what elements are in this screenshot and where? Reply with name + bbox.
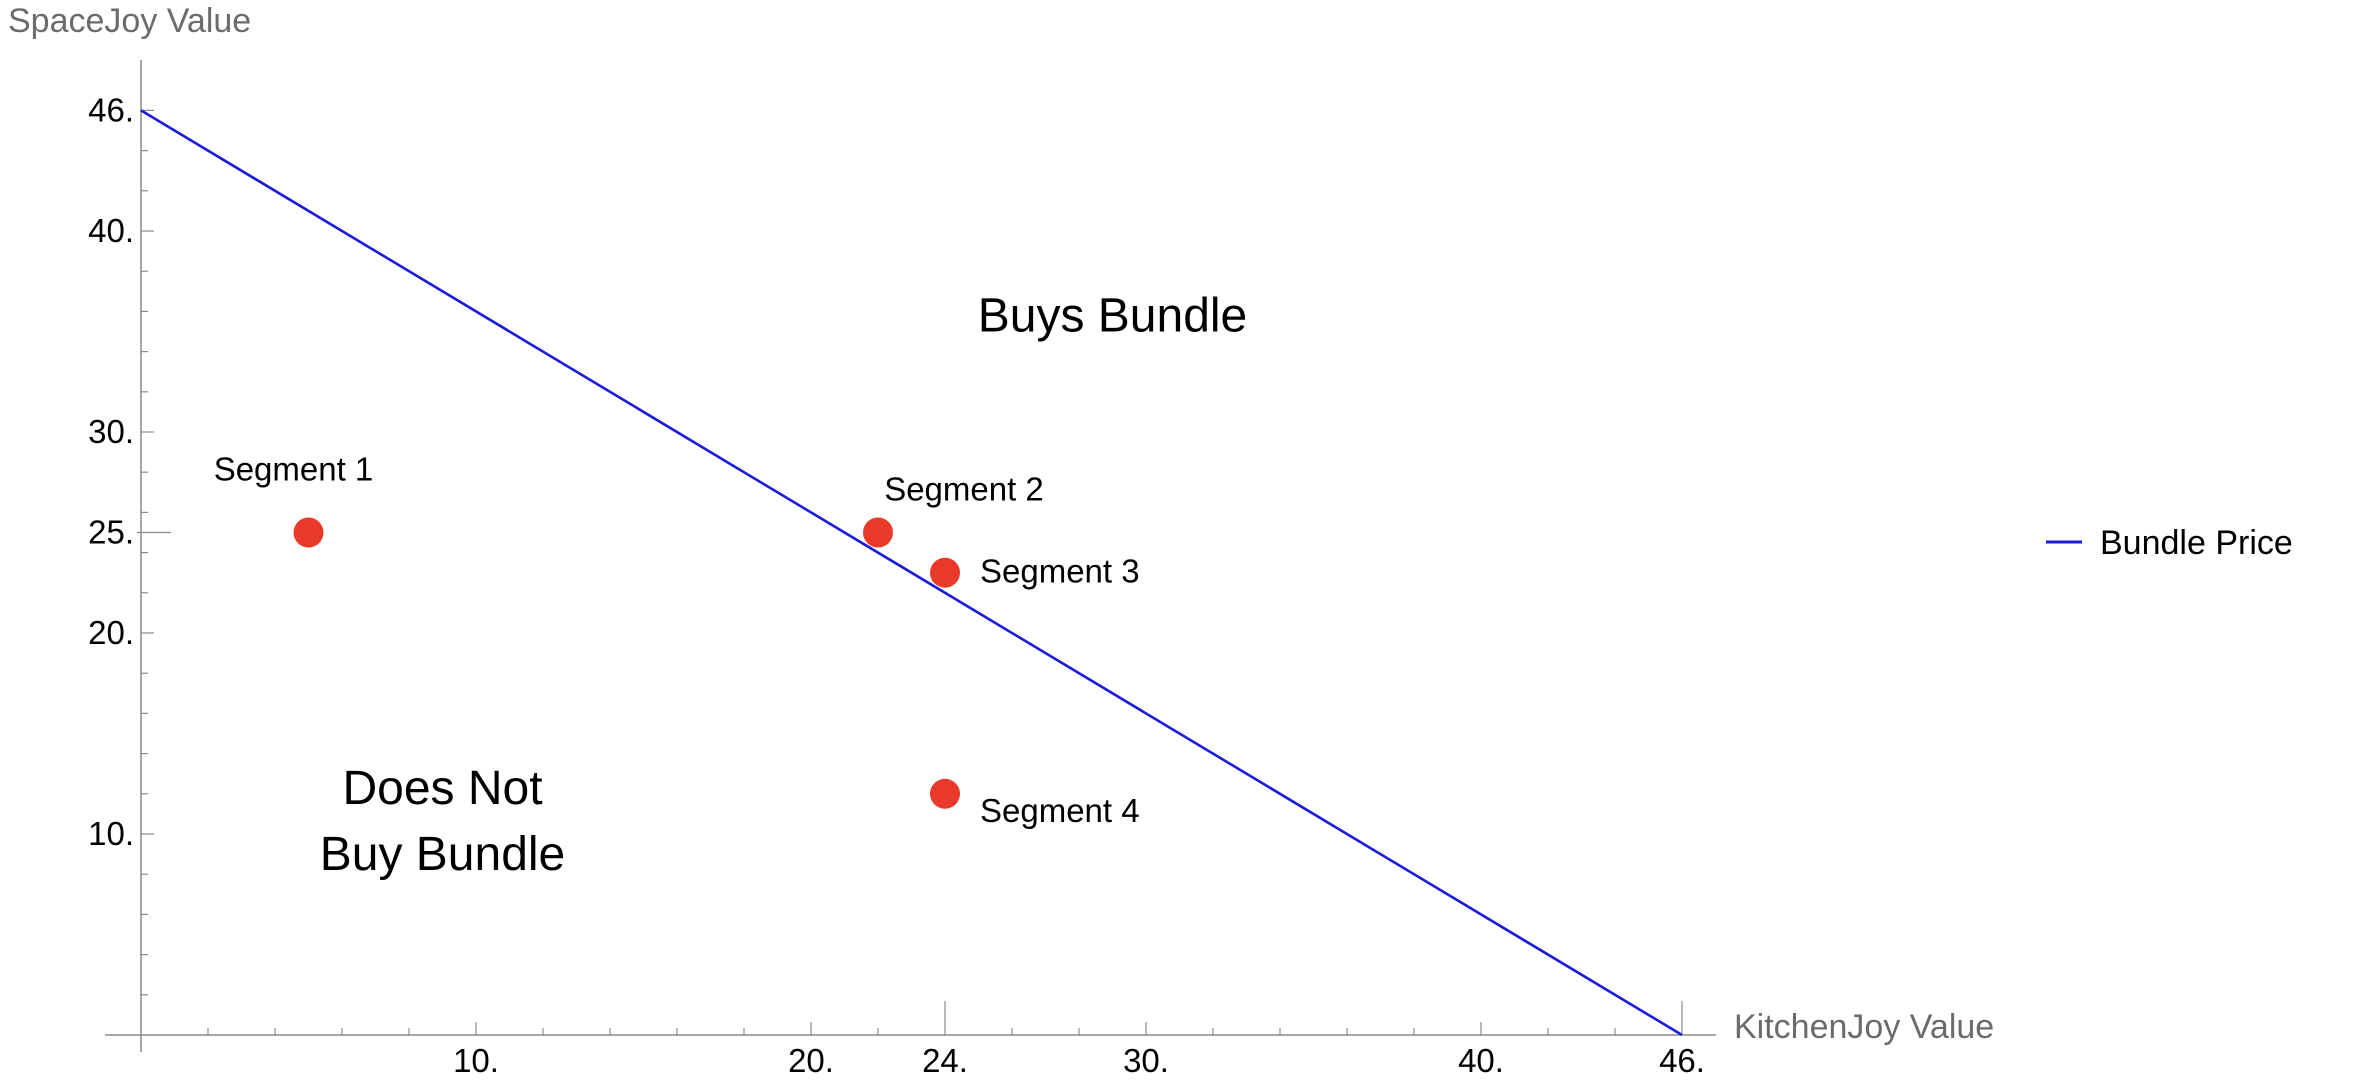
- segment-point: [863, 517, 893, 548]
- y-tick-label: 30.: [88, 413, 134, 450]
- y-tick-label: 46.: [88, 91, 134, 128]
- legend: Bundle Price: [2046, 524, 2293, 562]
- y-tick-label: 10.: [88, 815, 134, 852]
- x-tick-label: 46.: [1659, 1042, 1705, 1079]
- segment-label: Segment 4: [980, 792, 1140, 829]
- x-axis-title: KitchenJoy Value: [1734, 1008, 1994, 1046]
- segment-point: [930, 778, 960, 809]
- segment-label: Segment 1: [214, 451, 374, 488]
- bundle-price-line-group: [140, 109, 1683, 1037]
- x-tick-label: 24.: [922, 1042, 968, 1079]
- y-axis-title: SpaceJoy Value: [8, 2, 251, 40]
- y-tick-label: 20.: [88, 614, 134, 651]
- segment-points: Segment 1 Segment 2 Segment 3 Segment 4: [214, 451, 1140, 829]
- segment-point: [930, 557, 960, 588]
- region-annotation: Buy Bundle: [320, 828, 566, 881]
- tick-labels: 10. 20. 24. 30. 40. 46. 10. 20. 25. 30. 40. 46.: [88, 91, 1705, 1079]
- x-tick-label: 40.: [1458, 1042, 1504, 1079]
- x-tick-label: 30.: [1123, 1042, 1169, 1079]
- region-annotations: Buys Bundle Does Not Buy Bundle: [320, 290, 1248, 882]
- region-annotation: Buys Bundle: [978, 290, 1248, 343]
- legend-label-bundle-price: Bundle Price: [2100, 524, 2293, 562]
- x-tick-label: 10.: [453, 1042, 499, 1079]
- segment-label: Segment 3: [980, 553, 1140, 590]
- y-tick-label: 40.: [88, 212, 134, 249]
- axes: [105, 60, 1716, 1052]
- segment-label: Segment 2: [884, 471, 1044, 508]
- y-tick-label: 25.: [88, 514, 134, 551]
- region-annotation: Does Not: [342, 762, 542, 815]
- x-tick-label: 20.: [788, 1042, 834, 1079]
- tick-marks: [137, 109, 1683, 1035]
- segment-point: [293, 517, 324, 548]
- bundle-price-line: [140, 109, 1683, 1037]
